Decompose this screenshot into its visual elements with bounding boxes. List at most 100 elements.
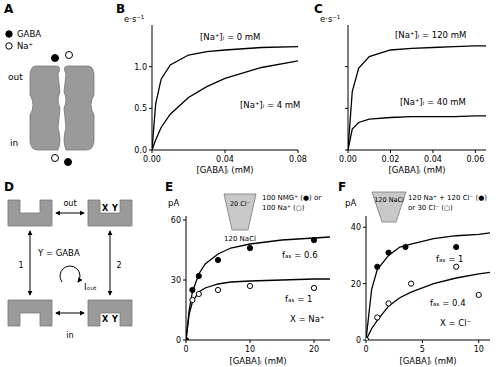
x-tick — [314, 340, 315, 343]
x-tick — [390, 150, 391, 153]
x-tick-label: 0 — [363, 345, 368, 354]
annotation: 100 Na⁺ (○) — [262, 204, 305, 212]
x-tick-label: 0 — [183, 345, 188, 354]
x-axis-label: [GABA]ᵢ (mM) — [388, 165, 445, 175]
annotation: 100 NMG⁺ (●) or — [262, 194, 321, 202]
data-point — [215, 257, 220, 262]
data-point — [190, 297, 195, 302]
series-label: fₐₛ = 1 — [285, 294, 312, 304]
y-tick — [363, 283, 366, 284]
series-label: fₐₛ = 0.6 — [282, 250, 318, 260]
annotation: 120 NaCl — [224, 235, 256, 243]
legend-symbol — [6, 31, 12, 37]
y-axis — [152, 25, 153, 150]
y-tick — [363, 340, 366, 341]
x-tick-label: 0.04 — [424, 155, 442, 164]
series-label: [Na⁺]ᵢ = 40 mM — [400, 97, 466, 107]
y-tick — [149, 150, 152, 151]
y-axis — [348, 25, 349, 150]
pipette — [372, 192, 406, 222]
y-tick-label: 0.0 — [134, 146, 147, 155]
y-tick-label: 0.5 — [134, 104, 147, 113]
y-tick — [363, 227, 366, 228]
transporter-state — [88, 300, 132, 326]
data-point — [366, 337, 369, 340]
y-tick — [183, 340, 186, 341]
data-point — [386, 250, 391, 255]
data-point — [190, 287, 195, 292]
legend-symbol — [6, 43, 12, 49]
diagram-a: AGABANa⁺outin — [4, 2, 94, 166]
y-tick-label: 40 — [351, 223, 361, 232]
transporter-state — [88, 200, 132, 226]
data-point — [247, 245, 252, 250]
fit-line — [186, 237, 330, 340]
x-tick — [298, 150, 299, 153]
y-axis — [366, 216, 367, 340]
y-axis — [186, 216, 187, 340]
annotation: 20 Cl⁻ — [230, 200, 250, 208]
series-label: fₐₛ = 1 — [436, 254, 463, 264]
y-tick-label: 1.0 — [134, 63, 147, 72]
y-tick — [345, 108, 348, 109]
data-point — [454, 244, 459, 249]
fit-line — [348, 116, 486, 150]
transporter-state — [8, 300, 52, 326]
plot-area — [348, 46, 486, 150]
data-point — [247, 283, 252, 288]
panel-label: F — [338, 180, 346, 194]
y-tick — [345, 150, 348, 151]
x-tick-label: 0.08 — [289, 155, 307, 164]
data-point — [311, 285, 316, 290]
sodium-symbol — [66, 52, 73, 59]
y-tick-label: 30 — [171, 276, 181, 285]
side-label: out — [8, 72, 23, 82]
cycle-arrow — [60, 266, 80, 282]
chart-panel: C0.000.020.040.06e·s⁻¹[GABA]ᵢ (mM)[Na⁺]ᵢ… — [314, 2, 486, 175]
chart-panel: B0.000.040.080.00.51.0e·s⁻¹[GABA]ᵢ (mM)[… — [116, 2, 307, 175]
plot-area — [186, 237, 330, 340]
site-label: X — [102, 315, 109, 324]
transition-arrow — [110, 231, 111, 295]
y-tick — [183, 280, 186, 281]
x-axis — [186, 340, 330, 341]
y-axis-label: e·s⁻¹ — [124, 14, 144, 24]
side-label: in — [10, 138, 18, 148]
y-tick-label: 0 — [356, 336, 361, 345]
transporter-state — [8, 200, 52, 226]
x-tick — [422, 340, 423, 343]
y-axis-label: pA — [168, 198, 179, 208]
x-axis-label: [GABA]ᵢ (mM) — [196, 165, 253, 175]
panel-label: E — [165, 180, 173, 194]
x-axis-label: [GABA]ᵢ (mM) — [229, 356, 286, 366]
x-tick-label: 0.04 — [216, 155, 234, 164]
figure: B0.000.040.080.00.51.0e·s⁻¹[GABA]ᵢ (mM)[… — [0, 0, 500, 367]
x-tick — [478, 340, 479, 343]
x-tick — [250, 340, 251, 343]
chart-panel: E0102003060pA[GABA]ᵢ (mM)fₐₛ = 0.6fₐₛ = … — [165, 180, 330, 366]
data-point — [408, 281, 413, 286]
panel-label: D — [4, 180, 14, 194]
x-tick — [475, 150, 476, 153]
data-point — [196, 291, 201, 296]
definition-label: Y = GABA — [37, 248, 80, 258]
data-point — [196, 273, 201, 278]
annotation: X = Na⁺ — [290, 314, 324, 324]
annotation: X = Cl⁻ — [440, 318, 471, 328]
x-tick — [225, 150, 226, 153]
annotation: or 30 Cl⁻ (○) — [408, 204, 453, 212]
transition-arrow — [30, 231, 31, 295]
x-axis — [366, 340, 490, 341]
annotation: 120 Na⁺ + 120 Cl⁻ (●) — [408, 194, 487, 202]
site-label: X — [102, 204, 109, 213]
site-label: Y — [111, 315, 118, 324]
plot-area — [152, 47, 298, 150]
transition-arrow — [56, 213, 84, 214]
side-label: out — [63, 199, 76, 208]
chart-panel: F051002040pA[GABA]ᵢ (mM)fₐₛ = 1fₐₛ = 0.4… — [338, 180, 490, 366]
data-point — [311, 237, 316, 242]
x-tick-label: 20 — [309, 345, 319, 354]
legend-label: GABA — [17, 29, 41, 39]
x-tick — [432, 150, 433, 153]
step-label: 1 — [18, 261, 23, 270]
